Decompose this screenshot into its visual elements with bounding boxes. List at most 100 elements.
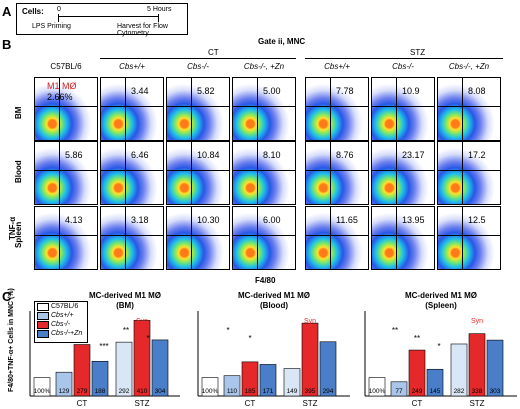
- bar-value-label: 100%: [34, 388, 51, 395]
- gate-percentage: 10.30: [197, 215, 220, 225]
- gate-percentage: 4.13: [65, 215, 83, 225]
- chart-subtitle: (Blood): [260, 301, 288, 310]
- flow-column-header: Cbs+/+: [119, 62, 145, 71]
- chart-title: MC-derived M1 MØ: [89, 291, 161, 300]
- flow-plot: 13.95: [371, 206, 435, 270]
- timeline-line: [59, 16, 159, 17]
- bar-value-label: 282: [454, 388, 465, 395]
- flow-column-header: C57BL/6: [50, 62, 82, 71]
- bar-value-label: 292: [119, 388, 130, 395]
- gate-percentage: 11.65: [336, 215, 358, 225]
- flow-plot: 10.30: [166, 206, 230, 270]
- chart-bar: [133, 320, 151, 397]
- flow-plot: 8.76: [305, 141, 369, 205]
- chart-title: MC-derived M1 MØ: [405, 291, 477, 300]
- bar-value-label: 185: [245, 388, 256, 395]
- legend-swatch: [37, 311, 49, 320]
- flow-column-header: Cbs-/-: [187, 62, 209, 71]
- significance-annotation: Syn: [304, 318, 316, 325]
- significance-annotation: ***: [99, 342, 108, 351]
- chart-bar: [259, 364, 277, 397]
- flow-plot: 8.10: [232, 141, 296, 205]
- gate-percentage: 5.82: [197, 86, 215, 96]
- chart-bar: [450, 343, 468, 397]
- legend-swatch: [37, 320, 49, 329]
- chart-bar: [301, 322, 319, 397]
- legend: C57BL/6 Cbs+/+ Cbs-/- Cbs-/-+Zn: [34, 301, 88, 343]
- bar-value-label: 395: [305, 388, 316, 395]
- bar-value-label: 171: [263, 388, 274, 395]
- bar-value-label: 145: [430, 388, 441, 395]
- legend-item: Cbs-/-+Zn: [37, 329, 87, 338]
- bar-value-label: 129: [59, 388, 70, 395]
- significance-annotation: Syn: [136, 318, 148, 325]
- significance-annotation: *: [437, 342, 440, 351]
- gate-percentage: 6.00: [263, 215, 281, 225]
- significance-annotation: **: [123, 326, 129, 335]
- legend-text: C57BL/6: [51, 303, 79, 310]
- bar-value-label: 149: [287, 388, 298, 395]
- flow-plot: 10.9: [371, 77, 435, 141]
- bar-value-label: 249: [412, 388, 423, 395]
- end-event-label: Harvest for Flow Cytometry: [117, 23, 168, 37]
- chart-bar: [223, 375, 241, 397]
- chart-bar: [241, 361, 259, 397]
- significance-annotation: Syn: [471, 318, 483, 325]
- chart-bar: [33, 377, 51, 397]
- significance-annotation: *: [248, 334, 251, 343]
- flow-plot: 10.84: [166, 141, 230, 205]
- flow-column-header: Cbs-/-, +Zn: [243, 62, 285, 71]
- legend-text: Cbs+/+: [51, 312, 74, 319]
- flow-column-header: Cbs+/+: [324, 62, 350, 71]
- bar-value-label: 188: [95, 388, 106, 395]
- chart-group-label: STZ: [134, 399, 149, 408]
- gate-percentage: 5.00: [263, 86, 281, 96]
- bar-value-label: 410: [137, 388, 148, 395]
- significance-annotation: **: [414, 334, 420, 343]
- gate-percentage: 10.84: [197, 150, 220, 160]
- timeline-tick-end: [158, 14, 159, 22]
- chart-group-label: CT: [245, 399, 256, 408]
- bar-value-label: 279: [77, 388, 88, 395]
- bar-value-label: 100%: [369, 388, 386, 395]
- chart-bar: [408, 349, 426, 397]
- flow-plot: 3.44: [100, 77, 164, 141]
- flow-plot: 5.86: [34, 141, 98, 205]
- chart-bar: [151, 339, 169, 397]
- significance-annotation: *: [146, 334, 149, 343]
- chart-subtitle: (BM): [116, 301, 134, 310]
- bar-value-label: 110: [227, 388, 238, 395]
- significance-annotation: **: [392, 326, 398, 335]
- timeline-box: Cells: 0 5 Hours LPS Priming Harvest for…: [16, 3, 188, 37]
- m1-gate-label: M1 MØ: [47, 81, 77, 91]
- chart-bar: [73, 344, 91, 397]
- bar-value-label: 303: [490, 388, 501, 395]
- significance-annotation: *: [226, 326, 229, 335]
- gate-percentage: 8.08: [468, 86, 486, 96]
- panel-label-a: A: [2, 4, 12, 19]
- panel-label-b: B: [2, 37, 12, 52]
- flow-plot: M1 MØ 2.66%: [34, 77, 98, 141]
- gate-percentage: 6.46: [131, 150, 149, 160]
- x-axis-label: F4/80: [255, 276, 276, 285]
- gate-percentage: 17.2: [468, 150, 486, 160]
- flow-plot: 23.17: [371, 141, 435, 205]
- chart-subtitle: (Spleen): [425, 301, 457, 310]
- chart-bar: [201, 377, 219, 397]
- chart-bar: [390, 381, 408, 397]
- group-ct-bracket: [100, 58, 296, 59]
- flow-plot: 3.18: [100, 206, 164, 270]
- time-zero-label: 0: [57, 6, 61, 13]
- gate-percentage: 7.78: [336, 86, 354, 96]
- legend-text: Cbs-/-: [51, 321, 71, 328]
- gate-title: Gate ii, MNC: [258, 37, 306, 46]
- group-ct-label: CT: [208, 48, 219, 57]
- chart-bar: [283, 368, 301, 397]
- chart-bar: [468, 333, 486, 397]
- flow-plot: 6.00: [232, 206, 296, 270]
- gate-percentage: 13.95: [402, 215, 425, 225]
- timeline-tick-start: [58, 14, 59, 22]
- chart-bar: [55, 371, 73, 397]
- flow-plot: 8.08: [437, 77, 501, 141]
